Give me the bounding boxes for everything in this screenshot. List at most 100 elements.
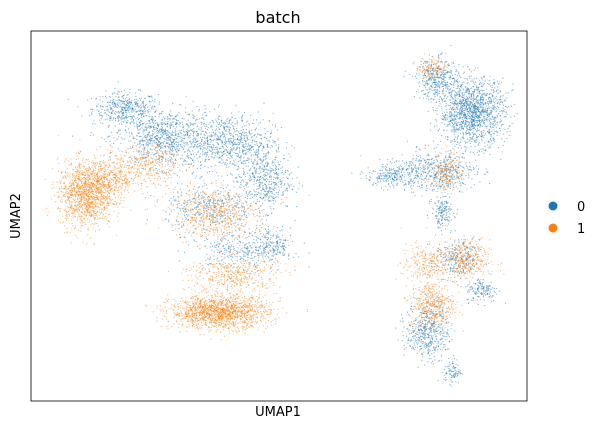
data-point	[452, 125, 454, 127]
data-point	[470, 128, 472, 130]
data-point	[228, 196, 230, 199]
data-point	[473, 166, 475, 169]
data-point	[287, 240, 289, 242]
data-point	[239, 255, 241, 258]
data-point	[271, 160, 274, 162]
data-point	[148, 120, 150, 122]
data-point	[250, 254, 253, 256]
data-point	[469, 88, 471, 90]
data-point	[166, 130, 168, 132]
data-point	[204, 147, 206, 149]
data-point	[229, 143, 231, 145]
data-point	[488, 132, 490, 134]
data-point	[197, 187, 199, 189]
data-point	[233, 266, 235, 268]
data-point	[142, 140, 144, 142]
data-point	[235, 144, 237, 146]
data-point	[146, 136, 148, 138]
data-point	[473, 135, 475, 138]
data-point	[161, 130, 163, 132]
data-point	[229, 158, 231, 160]
data-point	[225, 144, 227, 146]
data-point	[123, 107, 126, 109]
data-point	[213, 255, 215, 257]
data-point	[463, 114, 465, 116]
data-point	[216, 249, 218, 251]
data-point	[459, 129, 461, 131]
data-point	[107, 125, 110, 127]
data-point	[180, 195, 182, 197]
data-point	[258, 123, 260, 125]
data-point	[276, 149, 278, 151]
data-point	[207, 167, 209, 169]
data-point	[94, 162, 97, 164]
data-point	[268, 251, 270, 253]
data-point	[449, 78, 451, 80]
data-point	[198, 143, 200, 145]
data-point	[217, 136, 219, 138]
data-point	[460, 96, 463, 98]
data-point	[150, 101, 152, 103]
data-point	[200, 176, 202, 178]
data-point	[132, 115, 135, 117]
data-point	[142, 131, 144, 133]
data-point	[192, 134, 194, 136]
data-point	[172, 139, 174, 141]
data-point	[436, 125, 438, 127]
data-point	[197, 147, 199, 149]
data-point	[135, 95, 137, 97]
data-point	[501, 151, 503, 153]
data-point	[259, 134, 261, 136]
data-point	[231, 174, 233, 176]
data-point	[481, 96, 483, 98]
data-point	[144, 111, 146, 113]
data-point	[107, 108, 109, 110]
data-point	[256, 144, 258, 146]
data-point	[159, 159, 161, 161]
data-point	[188, 130, 190, 132]
data-point	[293, 256, 295, 258]
data-point	[262, 174, 265, 176]
data-point	[282, 194, 284, 196]
data-point	[274, 200, 276, 202]
data-point	[223, 212, 225, 214]
data-point	[114, 92, 116, 94]
data-point	[254, 144, 256, 146]
data-point	[121, 106, 123, 108]
data-point	[476, 136, 478, 138]
data-point	[144, 112, 146, 115]
data-point	[197, 132, 199, 135]
data-point	[471, 112, 473, 114]
data-point	[235, 255, 237, 257]
data-point	[201, 130, 203, 132]
data-point	[269, 245, 272, 247]
data-point	[227, 239, 229, 242]
data-point	[244, 200, 246, 202]
data-point	[167, 219, 170, 221]
data-point	[473, 125, 475, 127]
data-point	[127, 120, 129, 122]
data-point	[186, 132, 188, 134]
data-point	[140, 99, 142, 101]
data-point	[215, 208, 217, 210]
data-point	[236, 120, 238, 122]
data-point	[464, 125, 466, 128]
data-point	[479, 123, 481, 125]
data-point	[244, 135, 246, 137]
data-point	[165, 181, 167, 183]
data-point	[455, 69, 457, 71]
data-point	[270, 129, 272, 131]
data-point	[468, 100, 470, 102]
data-point	[466, 100, 468, 103]
data-point	[434, 67, 436, 69]
data-point	[244, 149, 246, 152]
data-point	[438, 80, 440, 82]
data-point	[164, 138, 166, 140]
data-point	[140, 104, 142, 106]
data-point	[164, 123, 166, 126]
data-point	[488, 98, 490, 100]
data-point	[212, 208, 214, 210]
data-point	[451, 140, 453, 142]
data-point	[214, 190, 216, 192]
data-point	[273, 242, 275, 244]
